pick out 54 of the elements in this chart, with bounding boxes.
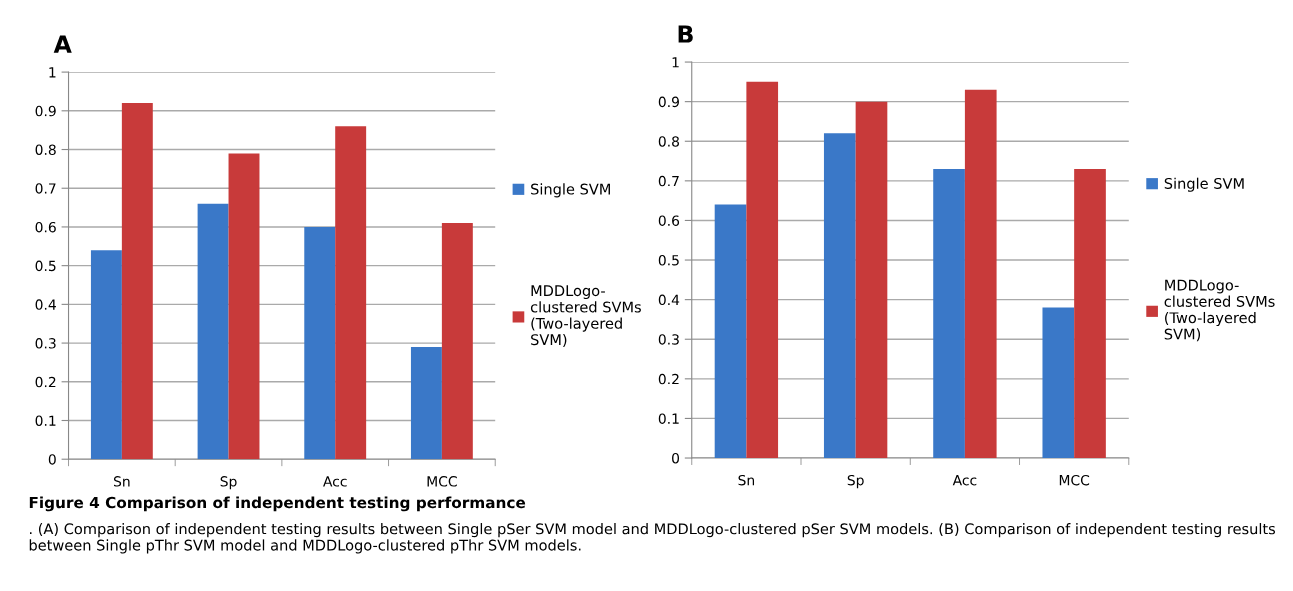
y-tick-label: 0.4: [35, 299, 56, 310]
bar: [1042, 307, 1075, 459]
x-tick-label: MCC: [1059, 474, 1090, 486]
bar: [197, 203, 229, 460]
y-tick-label: 0.7: [658, 175, 679, 187]
x-tick-label: Acc: [323, 476, 347, 487]
y-tick-label: 0.2: [658, 373, 679, 385]
x-tick-label: Sn: [113, 476, 130, 487]
y-tick-label: 0.5: [35, 260, 56, 272]
bar: [933, 168, 965, 459]
y-tick-label: 0.7: [35, 183, 56, 194]
legend-label: MDDLogo- clustered SVMs (Two-layered SVM): [1164, 279, 1275, 342]
caption: Figure 4 Comparison of independent testing performance: [29, 496, 526, 512]
y-tick-label: 0.4: [658, 294, 680, 306]
y-tick-label: 0.8: [658, 136, 679, 147]
y-tick-label: 0.1: [658, 413, 679, 424]
y-tick-label: 0.9: [658, 96, 679, 108]
y-tick-label: 0.6: [35, 221, 56, 233]
y-tick-label: 0.1: [35, 415, 56, 426]
bar: [441, 223, 473, 460]
y-tick-label: 0.8: [35, 144, 56, 155]
bar: [121, 103, 153, 460]
bar: [855, 101, 888, 459]
bar: [823, 133, 856, 459]
y-tick-label: 0.9: [35, 105, 56, 117]
y-tick-label: 0: [672, 452, 680, 464]
bar: [410, 346, 442, 460]
x-tick-label: Sp: [220, 476, 237, 490]
bar: [746, 81, 779, 459]
x-tick-label: Sp: [847, 474, 864, 489]
bar: [964, 89, 997, 459]
y-tick-label: 0.3: [35, 338, 56, 349]
x-tick-label: Acc: [952, 475, 977, 486]
y-tick-label: 1: [49, 67, 56, 78]
bar: [714, 204, 747, 459]
y-tick-label: 0: [48, 454, 56, 465]
bar: [335, 126, 367, 460]
legend-label: Single SVM: [531, 183, 610, 198]
x-tick-label: Sn: [738, 474, 755, 486]
chart-title: B: [678, 25, 693, 43]
text: . (A) Comparison of independent testing results between Single pSer SVM model and MDDLogo-clustered pSer SVM models. (B) Comparison of independent testing results between Single pThr SVM model and MDDLogo-clustered pThr SVM models.: [29, 523, 1276, 554]
y-tick-label: 1: [672, 57, 679, 68]
bar: [1074, 168, 1106, 459]
chart-title: A: [53, 35, 72, 53]
y-tick-label: 0.5: [658, 255, 679, 266]
y-tick-label: 0.3: [658, 334, 679, 345]
y-tick-label: 0.6: [658, 215, 680, 226]
x-tick-label: MCC: [427, 476, 457, 487]
bar: [228, 153, 260, 460]
bar: [90, 250, 122, 460]
legend-label: MDDLogo- clustered SVMs (Two-layered SVM): [530, 285, 641, 347]
legend-label: Single SVM: [1164, 177, 1244, 192]
bar: [304, 226, 336, 460]
y-tick-label: 0.2: [35, 376, 56, 388]
